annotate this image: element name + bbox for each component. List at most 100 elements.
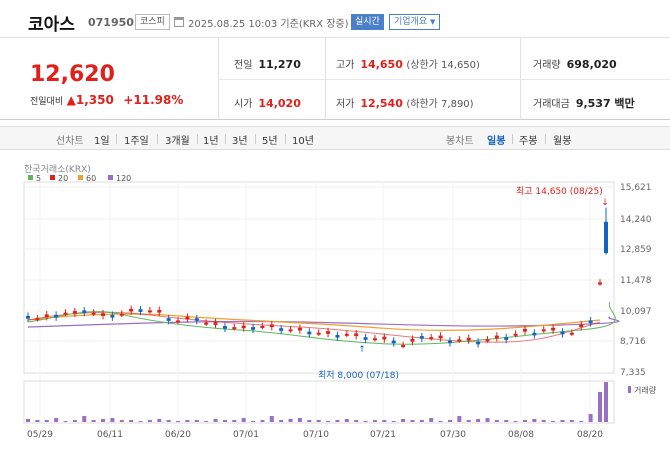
volume-bar (232, 420, 237, 422)
range-3y[interactable]: 3년 (232, 136, 248, 147)
candle-body (279, 328, 284, 331)
x-tick-label: 07/01 (233, 430, 259, 440)
legend-ma60: 60 (86, 174, 96, 183)
volume-value: 698,020 (566, 58, 617, 71)
x-tick-label: 05/29 (27, 430, 53, 440)
volume-bar (54, 418, 59, 422)
candle-body (522, 328, 527, 332)
volume-bar (204, 421, 209, 422)
volume-bar (532, 419, 537, 422)
range-1y[interactable]: 1년 (203, 136, 219, 147)
candle-body (363, 337, 368, 340)
arrow-up-icon: ↑ (358, 345, 366, 355)
volume-legend-swatch (628, 386, 631, 393)
candle-body (91, 312, 96, 315)
candle-weekly[interactable]: 주봉 (519, 136, 538, 147)
divider (512, 134, 513, 144)
volume-bar (185, 420, 190, 422)
arrow-down-icon: ↓ (601, 198, 609, 208)
volume-bar (157, 419, 162, 422)
volume-bar (110, 418, 115, 422)
volume-bar (604, 382, 608, 422)
candle-body (307, 331, 312, 335)
y-tick-label: 7,335 (620, 368, 646, 378)
volume-bar (297, 418, 302, 422)
range-10y[interactable]: 10년 (292, 136, 314, 147)
realtime-button[interactable]: 실시간 (351, 14, 384, 30)
volume-bars (26, 382, 608, 422)
candle-body (260, 326, 265, 329)
volume-bar (138, 421, 143, 422)
candle-body (410, 338, 415, 342)
candle-body (326, 331, 331, 334)
high-value: 14,650 (360, 58, 403, 71)
range-1d[interactable]: 1일 (94, 136, 110, 147)
range-1w[interactable]: 1주일 (124, 136, 149, 147)
volume-bar (279, 420, 284, 422)
high-marker: 최고 14,650 (08/25) ↓ (516, 186, 609, 208)
candle-body (44, 314, 49, 318)
volume-bar (194, 420, 199, 422)
legend-swatch (50, 175, 55, 180)
divider (545, 134, 546, 144)
current-price: 12,620 (30, 62, 115, 87)
volume-bar (560, 420, 565, 422)
stock-name: 코아스 (28, 15, 75, 35)
volume-bar (410, 420, 415, 422)
range-5y[interactable]: 5년 (262, 136, 278, 147)
prev-close-value: 11,270 (258, 58, 301, 71)
corp-info-dropdown[interactable]: 기업개요 ▼ (389, 14, 441, 30)
stock-header: 코아스 071950 코스피 2025.08.25 10:03 기준(KRX 장… (0, 0, 670, 38)
y-axis: 15,621 14,240 12,859 11,478 10,097 8,716… (620, 183, 652, 378)
x-tick-label: 06/11 (97, 430, 123, 440)
volume-bar (63, 421, 68, 422)
candle-body (429, 337, 434, 340)
volume-label: 거래량 (634, 385, 657, 395)
volume-bar (438, 421, 443, 422)
volume-bar (513, 421, 518, 422)
volume-bar (316, 420, 321, 422)
volume-bar (251, 421, 256, 422)
change-value: ▲1,350 (66, 93, 114, 107)
candle-body (269, 324, 274, 328)
upper-limit: (상한가 14,650) (406, 60, 480, 71)
candle-body (504, 337, 509, 340)
volume-bar (485, 418, 490, 422)
candle-body (251, 327, 256, 330)
quote-panel: 12,620 전일대비 ▲1,350 +11.98% 전일 11,270 고가 14… (0, 38, 670, 120)
candle-chart-label: 봉차트 (446, 136, 474, 147)
candle-body (476, 341, 481, 345)
candle-body (54, 314, 59, 318)
candle-body (560, 331, 565, 335)
volume-bar (382, 420, 387, 422)
volume-bar (91, 420, 96, 422)
y-tick-label: 12,859 (620, 245, 652, 255)
ma5-line (27, 301, 616, 345)
candle-body (194, 318, 199, 321)
divider (255, 134, 256, 144)
volume-bar (447, 420, 452, 422)
high-price: 고가 14,650 (상한가 14,650) (336, 56, 480, 71)
line-chart-label: 선차트 (56, 136, 84, 147)
volume-bar (260, 420, 265, 422)
legend-swatch (28, 175, 33, 180)
candle-body (579, 324, 584, 328)
legend-ma5: 5 (36, 174, 41, 183)
candlesticks (26, 207, 608, 349)
candle-monthly[interactable]: 월봉 (553, 136, 572, 147)
candle-body (569, 332, 574, 335)
y-tick-label: 10,097 (620, 307, 652, 317)
low-marker: ↑ 최저 8,000 (07/18) (318, 345, 399, 381)
volume-label: 거래량 (533, 60, 561, 71)
volume-bar (129, 420, 134, 422)
volume-bar (401, 419, 406, 422)
range-3m[interactable]: 3개월 (165, 136, 190, 147)
volume-bar (457, 416, 462, 422)
legend-ma20: 20 (58, 174, 68, 183)
divider (157, 134, 158, 144)
candle-daily[interactable]: 일봉 (487, 136, 506, 147)
volume: 거래량 698,020 (533, 56, 617, 71)
x-tick-label: 06/20 (165, 430, 191, 440)
chevron-down-icon: ▼ (430, 18, 436, 26)
low-value: 12,540 (360, 97, 403, 110)
